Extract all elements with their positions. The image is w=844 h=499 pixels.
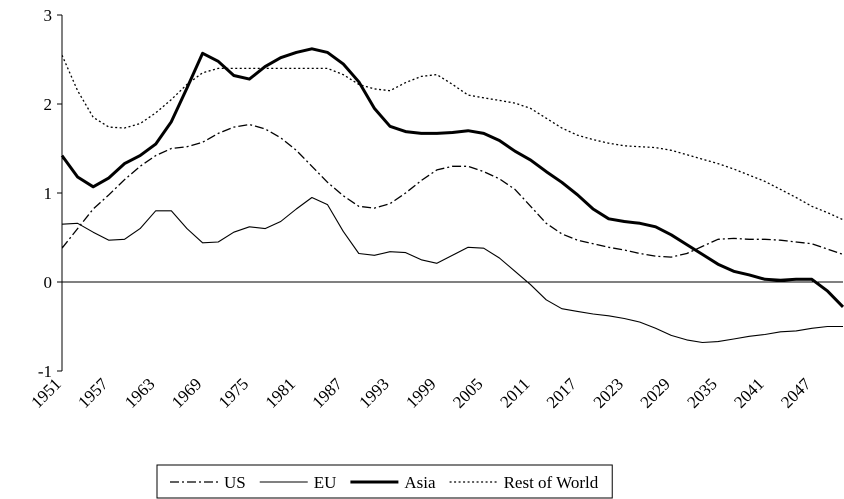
- x-tick-label: 2017: [543, 374, 581, 412]
- series-line: [61, 123, 844, 258]
- x-tick-label: 1993: [355, 374, 392, 411]
- x-tick-label: 1969: [168, 374, 205, 411]
- y-tick-label: 2: [44, 95, 53, 114]
- x-tick-label: 2011: [496, 374, 533, 411]
- x-tick-label: 1975: [215, 374, 252, 411]
- y-tick-label: 3: [44, 6, 53, 25]
- legend-label: Rest of World: [504, 473, 599, 492]
- legend: US EU Asia Rest of World: [156, 464, 613, 499]
- x-tick-label: 1951: [27, 374, 64, 411]
- x-tick-label: 2047: [777, 374, 815, 412]
- series-line: [61, 196, 843, 344]
- x-tick-label: 1957: [74, 374, 112, 412]
- legend-label: Asia: [404, 473, 436, 492]
- y-tick-label: 1: [44, 184, 53, 203]
- series-line: [61, 54, 844, 221]
- legend-label: EU: [314, 473, 337, 492]
- x-tick-label: 2023: [590, 374, 627, 411]
- x-tick-label: 1963: [121, 374, 158, 411]
- x-tick-label: 1999: [402, 374, 439, 411]
- x-tick-label: 2041: [730, 374, 767, 411]
- legend-label: US: [224, 473, 246, 492]
- x-tick-label: 1987: [309, 374, 347, 412]
- x-tick-label: 2029: [637, 374, 674, 411]
- series-line: [60, 47, 844, 308]
- y-tick-label: -1: [38, 362, 52, 381]
- x-tick-label: 2005: [449, 374, 486, 411]
- x-tick-label: 1981: [262, 374, 299, 411]
- x-tick-label: 2035: [683, 374, 720, 411]
- y-tick-label: 0: [44, 273, 53, 292]
